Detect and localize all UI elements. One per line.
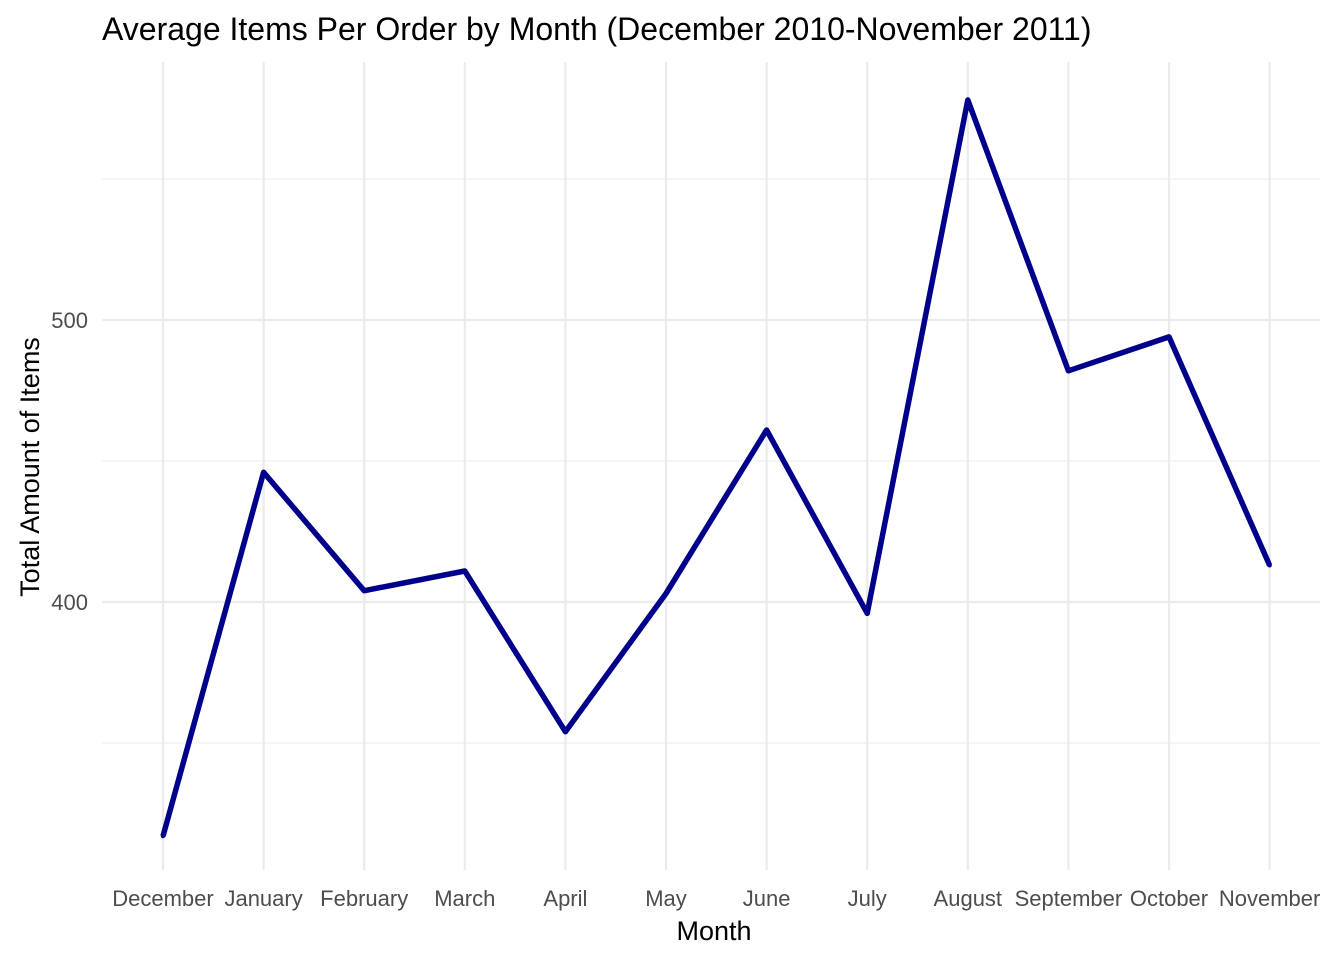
data-point-november [1267,563,1272,568]
x-tick-label-march: March [434,886,495,911]
x-tick-label-november: November [1219,886,1320,911]
y-axis-title: Total Amount of Items [15,337,45,597]
y-tick-labels: 400 500 [51,308,88,615]
minor-gridlines [102,178,1320,744]
x-tick-label-september: September [1015,886,1123,911]
data-point-september [1066,368,1071,373]
data-point-june [764,427,769,433]
y-tick-label-500: 500 [51,308,88,333]
x-tick-label-july: July [848,886,887,911]
data-point-october [1166,334,1172,340]
major-gridlines [102,62,1320,870]
data-point-january [261,470,266,475]
x-tick-label-december: December [112,886,213,911]
data-point-march [462,568,467,574]
data-point-february [362,588,367,593]
data-point-may [663,591,669,596]
data-point-december [160,833,166,839]
x-tick-label-october: October [1130,886,1208,911]
y-tick-label-400: 400 [51,590,88,615]
chart-title: Average Items Per Order by Month (Decemb… [102,11,1092,47]
x-axis-title: Month [676,916,751,946]
x-tick-label-january: January [224,886,302,911]
x-tick-label-february: February [320,886,408,911]
data-point-august [965,97,970,103]
x-tick-label-may: May [645,886,687,911]
x-tick-label-april: April [543,886,587,911]
series-line [160,97,1273,837]
series-group [160,97,1273,839]
x-tick-labels: December January February March April May June… [112,886,1320,911]
data-point-april [563,729,568,734]
data-point-july [865,611,870,616]
x-tick-label-june: June [743,886,791,911]
x-tick-label-august: August [934,886,1003,911]
